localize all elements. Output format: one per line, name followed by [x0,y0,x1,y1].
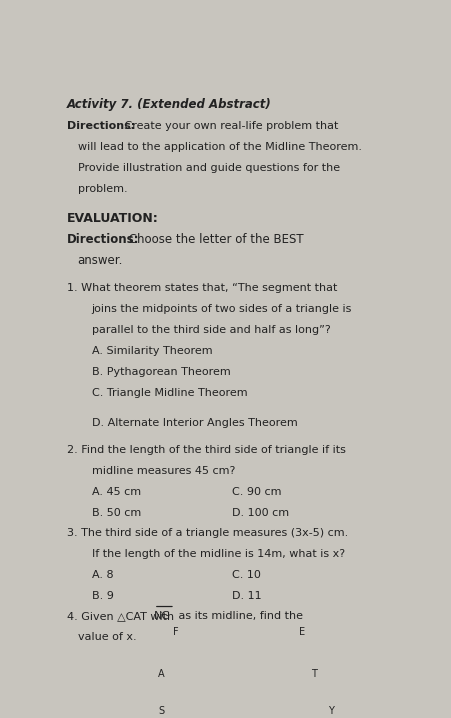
Text: Y: Y [327,706,333,716]
Text: 2. Find the length of the third side of triangle if its: 2. Find the length of the third side of … [67,445,345,455]
Text: 3. The third side of a triangle measures (3x-5) cm.: 3. The third side of a triangle measures… [67,528,347,538]
Text: answer.: answer. [78,253,123,267]
Text: D. 100 cm: D. 100 cm [231,508,288,518]
Text: T: T [310,669,316,679]
Text: S: S [158,706,164,716]
Text: A: A [157,669,164,679]
Text: 4. Given △CAT with: 4. Given △CAT with [67,611,177,621]
Text: A. 45 cm: A. 45 cm [91,487,140,497]
Text: Provide illustration and guide questions for the: Provide illustration and guide questions… [78,164,339,174]
Text: C. 10: C. 10 [231,570,260,580]
Text: Create your own real-life problem that: Create your own real-life problem that [121,121,338,131]
Text: parallel to the third side and half as long”?: parallel to the third side and half as l… [91,325,330,335]
Text: C. 90 cm: C. 90 cm [231,487,281,497]
Text: If the length of the midline is 14m, what is x?: If the length of the midline is 14m, wha… [91,549,344,559]
Text: as its midline, find the: as its midline, find the [175,611,302,621]
Text: A. 8: A. 8 [91,570,113,580]
Text: joins the midpoints of two sides of a triangle is: joins the midpoints of two sides of a tr… [91,304,351,314]
Text: value of x.: value of x. [78,632,136,642]
Text: F: F [173,628,179,638]
Text: NG: NG [153,611,170,621]
Text: B. 9: B. 9 [91,591,113,601]
Text: C. Triangle Midline Theorem: C. Triangle Midline Theorem [91,388,247,398]
Text: E: E [299,628,304,638]
Text: D. Alternate Interior Angles Theorem: D. Alternate Interior Angles Theorem [91,418,297,428]
Text: B. 50 cm: B. 50 cm [91,508,140,518]
Text: will lead to the application of the Midline Theorem.: will lead to the application of the Midl… [78,142,361,152]
Text: Choose the letter of the BEST: Choose the letter of the BEST [124,233,303,246]
Text: A. Similarity Theorem: A. Similarity Theorem [91,346,212,356]
Text: EVALUATION:: EVALUATION: [67,212,158,225]
Text: Activity 7. (Extended Abstract): Activity 7. (Extended Abstract) [67,98,271,111]
Text: 1. What theorem states that, “The segment that: 1. What theorem states that, “The segmen… [67,283,336,293]
Text: D. 11: D. 11 [231,591,261,601]
Text: Directions:: Directions: [67,233,139,246]
Text: Directions:: Directions: [67,121,135,131]
Text: midline measures 45 cm?: midline measures 45 cm? [91,466,235,476]
Text: B. Pythagorean Theorem: B. Pythagorean Theorem [91,367,230,377]
Text: problem.: problem. [78,185,127,195]
